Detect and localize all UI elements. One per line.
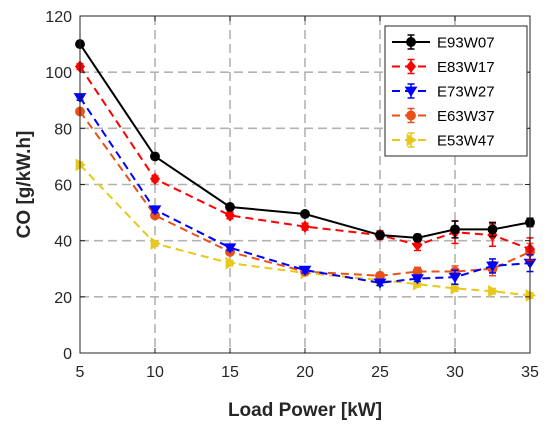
y-tick-label: 40 (54, 234, 72, 251)
data-point (450, 282, 461, 295)
data-point (149, 172, 161, 186)
data-point (525, 289, 536, 302)
data-point (373, 278, 387, 289)
data-point (299, 220, 311, 233)
x-tick-label: 15 (221, 364, 239, 381)
legend-item: E93W07 (392, 34, 495, 52)
legend-item: E83W17 (392, 58, 495, 76)
data-point (412, 238, 423, 252)
legend-label: E53W47 (437, 133, 495, 150)
legend-item: E53W47 (392, 132, 495, 150)
legend-item: E73W27 (392, 83, 495, 101)
data-point (150, 151, 160, 162)
series-E93W07 (75, 39, 535, 243)
data-point (225, 202, 235, 212)
data-point (225, 256, 236, 270)
legend-label: E73W27 (437, 84, 495, 101)
legend-item: E63W37 (392, 107, 495, 125)
data-point (486, 261, 499, 272)
data-point (224, 209, 236, 222)
y-tick-label: 120 (45, 9, 72, 26)
data-point (75, 158, 86, 172)
legend-label: E93W07 (437, 35, 495, 52)
data-point (300, 209, 310, 219)
y-tick-label: 0 (63, 346, 72, 363)
legend-marker (406, 133, 417, 147)
data-point (448, 272, 462, 284)
x-tick-label: 30 (446, 364, 464, 381)
data-point (148, 205, 162, 216)
data-point (488, 284, 499, 298)
data-point (450, 224, 460, 235)
series-line (79, 96, 531, 284)
y-tick-label: 60 (54, 178, 72, 195)
legend: E93W07 E83W17 E73W27 E63W37 E53W47 (384, 25, 528, 157)
legend-marker (406, 37, 416, 47)
x-tick-label: 25 (371, 364, 389, 381)
legend-marker (404, 86, 418, 97)
series-line (79, 164, 531, 297)
axis-ticks: 5 10 15 20 25 30 35 0 20 40 60 80 100 120 (45, 9, 539, 381)
legend-label: E63W37 (437, 108, 495, 125)
legend-marker (406, 110, 416, 121)
x-axis-title: Load Power [kW] (228, 400, 382, 421)
data-point (150, 237, 161, 250)
data-point (375, 230, 385, 241)
legend-marker (405, 60, 417, 73)
y-tick-label: 80 (54, 121, 72, 138)
data-point (411, 274, 424, 285)
y-tick-label: 100 (45, 65, 72, 82)
legend-label: E83W17 (437, 59, 495, 76)
x-tick-label: 20 (296, 364, 314, 381)
x-tick-label: 5 (76, 364, 85, 381)
series-E73W27 (73, 93, 537, 289)
y-tick-label: 20 (54, 290, 72, 307)
series-layer (73, 39, 537, 302)
data-point (298, 265, 312, 277)
y-axis-title: CO [g/kW.h] (14, 131, 35, 239)
data-point (412, 232, 423, 243)
data-point (487, 224, 498, 235)
data-point (223, 243, 237, 254)
x-tick-label: 35 (521, 364, 539, 381)
x-tick-label: 10 (146, 364, 164, 381)
